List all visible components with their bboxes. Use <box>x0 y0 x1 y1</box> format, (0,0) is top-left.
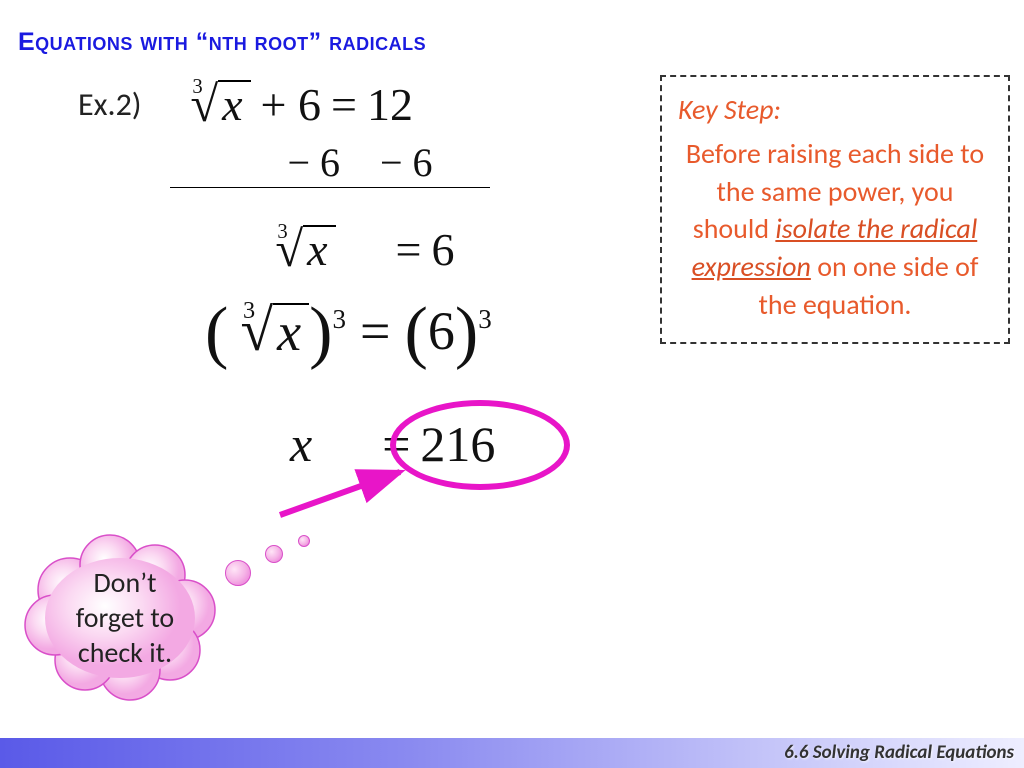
example-label: Ex.2) <box>78 85 141 124</box>
key-step-body: Before raising each side to the same pow… <box>686 136 984 322</box>
equation-line-3: 3 √x = 6 <box>265 220 455 278</box>
equation-line-2: − 6 − 6 <box>220 139 433 186</box>
equation-line-1: 3 √x + 6 = 12 <box>180 75 433 133</box>
footer-bar: 6.6 Solving Radical Equations <box>0 738 1024 768</box>
arrow-icon <box>270 460 430 530</box>
key-step-heading: Key Step: <box>678 91 992 129</box>
math-workings: 3 √x + 6 = 12 − 6 − 6 3 √x = 6 ( 3 √x )3… <box>180 75 433 186</box>
footer-text: 6.6 Solving Radical Equations <box>784 741 1014 764</box>
thought-dot-icon <box>298 535 310 547</box>
subtraction-rule <box>170 187 490 188</box>
key-step-box: Key Step: Before raising each side to th… <box>660 75 1010 344</box>
thought-dot-icon <box>265 545 283 563</box>
cloud-reminder-text: Don’t forget to check it. <box>60 565 190 670</box>
equation-line-4: ( 3 √x )3 = (6)3 <box>205 290 492 371</box>
slide-title: Equations with “nth root” radicals <box>18 28 426 57</box>
thought-dot-icon <box>225 560 251 586</box>
